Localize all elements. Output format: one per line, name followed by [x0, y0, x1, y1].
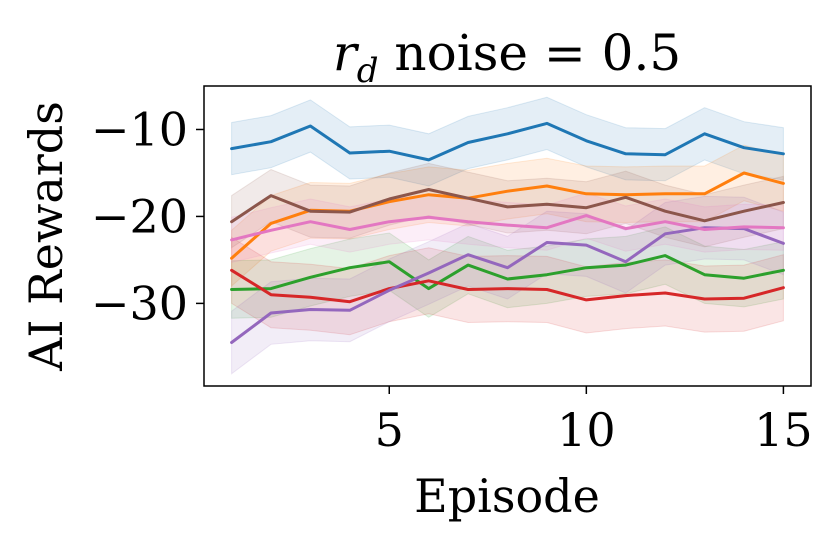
chart-title: rd noise = 0.5: [333, 24, 681, 91]
band-series-5: [231, 195, 784, 375]
y-axis-label: AI Rewards: [19, 101, 73, 372]
line-series-4: [230, 268, 785, 304]
x-tick-label: 10: [557, 403, 616, 457]
plot-frame: [203, 85, 812, 387]
band-series-1: [231, 96, 784, 187]
y-tick-label: −30: [91, 276, 188, 330]
x-ticks: 5 10 15: [375, 386, 813, 457]
line-series-6: [230, 188, 785, 224]
line-series-1: [230, 121, 785, 162]
band-series-2: [231, 144, 784, 288]
line-series-3: [230, 254, 785, 291]
y-tick-label: −10: [91, 102, 188, 156]
series-lines: [230, 121, 785, 344]
confidence-bands: [231, 96, 784, 375]
x-tick-label: 5: [375, 403, 404, 457]
y-ticks: −10 −20 −30: [91, 102, 204, 330]
x-axis-label: Episode: [414, 469, 600, 523]
x-tick-label: 15: [754, 403, 813, 457]
line-series-5: [230, 226, 785, 344]
line-series-7: [230, 214, 785, 242]
y-tick-label: −20: [91, 189, 188, 243]
